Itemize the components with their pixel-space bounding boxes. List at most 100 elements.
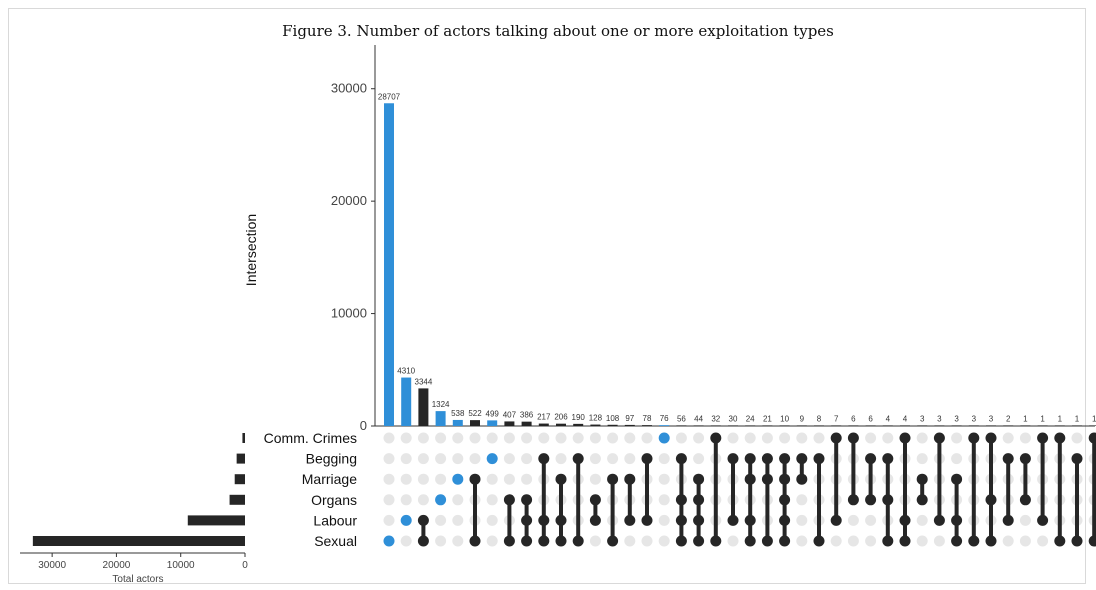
matrix-dot-filled (865, 453, 877, 465)
bar-value-label: 499 (486, 409, 500, 418)
matrix-dot-empty (624, 535, 636, 547)
matrix-dot-empty (675, 432, 687, 444)
matrix-dot-filled (779, 494, 791, 506)
matrix-dot-empty (400, 453, 412, 465)
matrix-dot-empty (400, 473, 412, 485)
matrix-dot-filled (882, 494, 894, 506)
bar-value-label: 1 (1058, 414, 1063, 423)
bar-value-label: 1 (1040, 414, 1045, 423)
matrix-dot-empty (383, 473, 395, 485)
matrix-dot-empty (486, 473, 498, 485)
matrix-dot-empty (658, 473, 670, 485)
bar-value-label: 1324 (432, 400, 450, 409)
matrix-dot-filled (607, 473, 619, 485)
set-size-tick-label: 0 (242, 560, 248, 571)
bar-value-label: 128 (589, 414, 603, 423)
bar-value-label: 32 (711, 414, 720, 423)
bar-value-label: 3 (972, 414, 977, 423)
set-label: Comm. Crimes (264, 430, 357, 446)
matrix-dot-filled (985, 432, 997, 444)
matrix-dot-empty (555, 453, 567, 465)
bar-value-label: 97 (625, 414, 634, 423)
matrix-dot-filled (1071, 453, 1083, 465)
matrix-dot-filled (1071, 535, 1083, 547)
matrix-dot-empty (435, 535, 447, 547)
set-size-tick-label: 30000 (38, 560, 66, 571)
matrix-dot-empty (486, 514, 498, 526)
matrix-dot-filled (400, 514, 412, 526)
matrix-dot-filled (589, 514, 601, 526)
bar-value-label: 407 (503, 410, 517, 419)
matrix-dot-empty (452, 494, 464, 506)
matrix-dot-filled (572, 453, 584, 465)
bar-value-label: 10 (780, 414, 789, 423)
matrix-dot-filled (779, 473, 791, 485)
matrix-dot-empty (916, 535, 928, 547)
matrix-dot-empty (452, 453, 464, 465)
matrix-dot-empty (435, 514, 447, 526)
matrix-dot-empty (452, 432, 464, 444)
matrix-dot-filled (693, 473, 705, 485)
intersection-bar (1037, 425, 1048, 426)
matrix-dot-filled (1088, 535, 1096, 547)
bar-value-label: 56 (677, 414, 686, 423)
bar-value-label: 108 (606, 414, 620, 423)
intersection-bar (693, 425, 704, 426)
intersection-bar (676, 425, 687, 426)
matrix-dot-empty (1019, 432, 1031, 444)
intersection-bar (642, 425, 652, 426)
bar-value-label: 9 (800, 414, 805, 423)
set-size-bar (32, 536, 245, 546)
intersection-bar (848, 425, 859, 426)
matrix-dot-filled (1037, 514, 1049, 526)
matrix-dot-filled (916, 494, 928, 506)
matrix-dot-filled (813, 453, 825, 465)
intersection-bar (607, 424, 618, 426)
bar-value-label: 44 (694, 414, 703, 423)
matrix-dot-empty (796, 535, 808, 547)
matrix-dot-empty (589, 453, 601, 465)
matrix-dot-empty (572, 432, 584, 444)
matrix-dot-empty (830, 535, 842, 547)
matrix-dot-filled (521, 494, 533, 506)
bar-value-label: 21 (763, 414, 772, 423)
matrix-dot-empty (933, 535, 945, 547)
matrix-dot-empty (1071, 432, 1083, 444)
intersection-bar (556, 423, 566, 426)
intersection-bar (1089, 425, 1096, 426)
bar-value-label: 386 (520, 411, 534, 420)
y-tick-label: 10000 (331, 306, 367, 321)
set-label: Begging (306, 451, 357, 467)
matrix-dot-filled (1002, 453, 1014, 465)
matrix-dot-filled (1019, 494, 1031, 506)
intersection-bar (384, 103, 394, 426)
matrix-dot-filled (1002, 514, 1014, 526)
matrix-dot-empty (847, 514, 859, 526)
intersection-bar (900, 425, 910, 426)
matrix-dot-empty (521, 432, 533, 444)
matrix-dot-empty (417, 432, 429, 444)
set-size-tick-label: 20000 (103, 560, 131, 571)
matrix-dot-empty (624, 453, 636, 465)
intersection-bar (796, 425, 807, 426)
matrix-dot-filled (538, 535, 550, 547)
bar-value-label: 24 (746, 414, 755, 423)
matrix-dot-filled (985, 535, 997, 547)
matrix-dot-filled (521, 514, 533, 526)
matrix-dot-empty (486, 535, 498, 547)
bar-value-label: 217 (537, 413, 551, 422)
matrix-dot-filled (761, 535, 773, 547)
set-size-bar (242, 433, 245, 443)
matrix-dot-empty (641, 432, 653, 444)
matrix-dot-filled (899, 432, 911, 444)
matrix-dot-filled (1019, 453, 1031, 465)
matrix-dot-filled (435, 494, 447, 506)
matrix-dot-empty (589, 473, 601, 485)
matrix-dot-filled (624, 473, 636, 485)
matrix-dot-empty (658, 453, 670, 465)
bar-value-label: 7 (834, 414, 839, 423)
intersection-bar (1072, 425, 1082, 426)
matrix-dot-filled (675, 535, 687, 547)
matrix-dot-empty (469, 453, 481, 465)
